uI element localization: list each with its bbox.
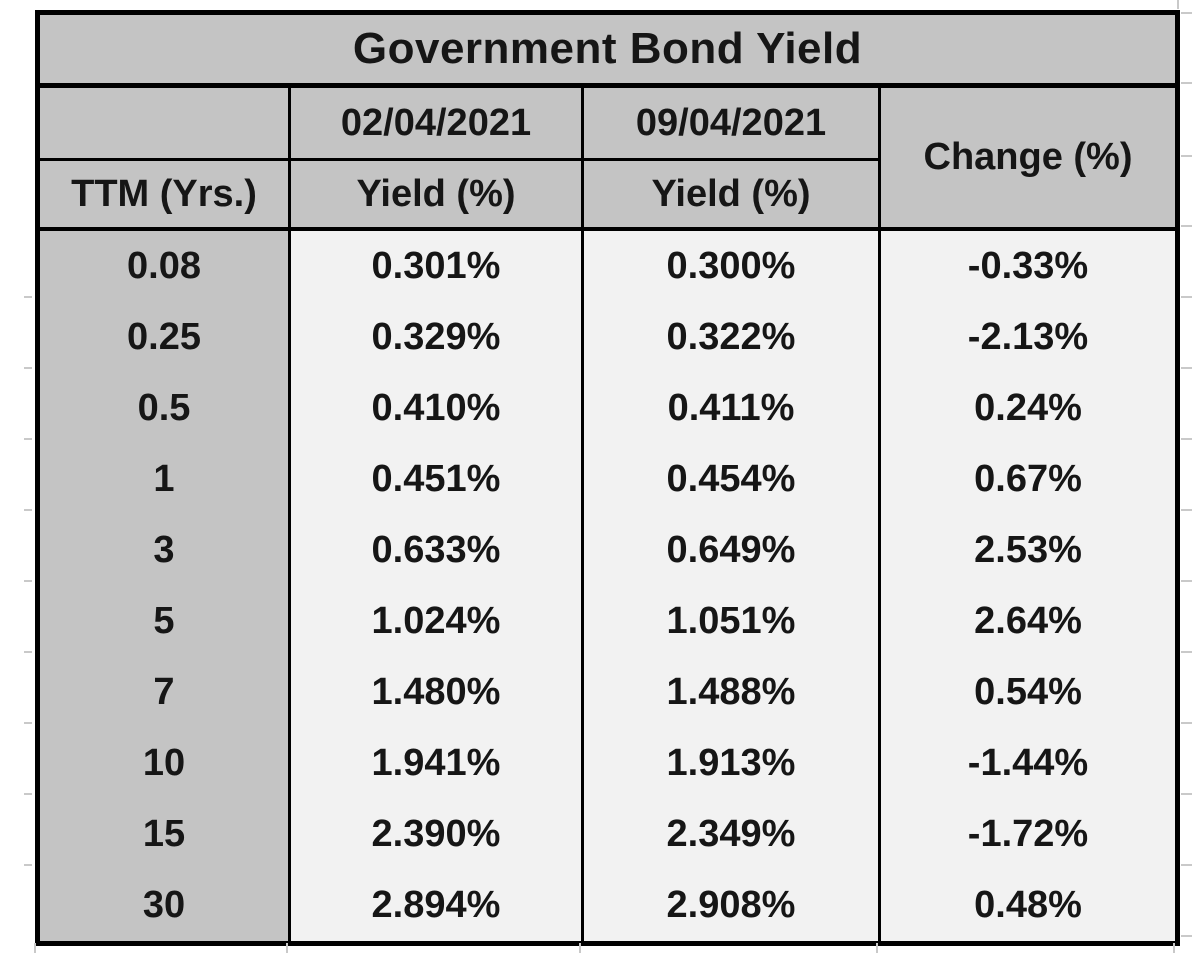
ttm-cell[interactable]: 30 bbox=[37, 870, 290, 944]
table-row: 15 2.390% 2.349% -1.72% bbox=[37, 799, 1178, 870]
gridline-stub bbox=[24, 580, 32, 582]
ttm-cell[interactable]: 1 bbox=[37, 444, 290, 515]
table-row: 0.08 0.301% 0.300% -0.33% bbox=[37, 229, 1178, 302]
yield2-cell[interactable]: 2.908% bbox=[581, 870, 880, 944]
yield2-cell[interactable]: 0.300% bbox=[581, 229, 880, 302]
ttm-cell[interactable]: 0.5 bbox=[37, 373, 290, 444]
change-cell[interactable]: 2.53% bbox=[878, 515, 1178, 586]
gridline-stub bbox=[286, 943, 288, 953]
header-change-cell[interactable]: Change (%) bbox=[878, 85, 1178, 231]
yield2-cell[interactable]: 1.488% bbox=[581, 657, 880, 728]
gridline-stub bbox=[1181, 155, 1192, 157]
header-row-dates: 02/04/2021 09/04/2021 Change (%) bbox=[37, 85, 1178, 231]
gridline-stub bbox=[24, 438, 32, 440]
change-cell[interactable]: -0.33% bbox=[878, 229, 1178, 302]
ttm-cell[interactable]: 0.25 bbox=[37, 302, 290, 373]
change-cell[interactable]: -1.44% bbox=[878, 728, 1178, 799]
gridline-stub bbox=[1181, 509, 1192, 511]
gridline-stub bbox=[579, 943, 581, 953]
header-date1-cell[interactable]: 02/04/2021 bbox=[288, 85, 583, 161]
table-row: 7 1.480% 1.488% 0.54% bbox=[37, 657, 1178, 728]
ttm-cell[interactable]: 7 bbox=[37, 657, 290, 728]
gridline-stub bbox=[24, 509, 32, 511]
change-cell[interactable]: 0.24% bbox=[878, 373, 1178, 444]
yield1-cell[interactable]: 2.390% bbox=[288, 799, 583, 870]
gridline-stub bbox=[24, 367, 32, 369]
gridline-stub bbox=[24, 722, 32, 724]
header-ttm-cell[interactable]: TTM (Yrs.) bbox=[37, 159, 290, 231]
yield2-cell[interactable]: 2.349% bbox=[581, 799, 880, 870]
gridline-stub bbox=[1181, 793, 1192, 795]
header-date2-cell[interactable]: 09/04/2021 bbox=[581, 85, 880, 161]
table-row: 3 0.633% 0.649% 2.53% bbox=[37, 515, 1178, 586]
gridline-stub bbox=[1181, 580, 1192, 582]
table-row: 5 1.024% 1.051% 2.64% bbox=[37, 586, 1178, 657]
gridline-stub bbox=[1181, 651, 1192, 653]
yield1-cell[interactable]: 1.941% bbox=[288, 728, 583, 799]
change-cell[interactable]: 0.48% bbox=[878, 870, 1178, 944]
header-yield1-cell[interactable]: Yield (%) bbox=[288, 159, 583, 231]
yield1-cell[interactable]: 0.301% bbox=[288, 229, 583, 302]
change-cell[interactable]: 2.64% bbox=[878, 586, 1178, 657]
yield1-cell[interactable]: 1.480% bbox=[288, 657, 583, 728]
yield2-cell[interactable]: 0.649% bbox=[581, 515, 880, 586]
gridline-stub bbox=[24, 651, 32, 653]
change-cell[interactable]: -1.72% bbox=[878, 799, 1178, 870]
gridline-stub bbox=[1181, 367, 1192, 369]
ttm-cell[interactable]: 15 bbox=[37, 799, 290, 870]
change-cell[interactable]: -2.13% bbox=[878, 302, 1178, 373]
table-title-cell[interactable]: Government Bond Yield bbox=[37, 12, 1178, 88]
yield1-cell[interactable]: 0.329% bbox=[288, 302, 583, 373]
table-row: 30 2.894% 2.908% 0.48% bbox=[37, 870, 1178, 944]
gridline-stub bbox=[1181, 722, 1192, 724]
yield2-cell[interactable]: 1.051% bbox=[581, 586, 880, 657]
table-row: 0.25 0.329% 0.322% -2.13% bbox=[37, 302, 1178, 373]
yield1-cell[interactable]: 2.894% bbox=[288, 870, 583, 944]
ttm-cell[interactable]: 0.08 bbox=[37, 229, 290, 302]
header-empty-cell[interactable] bbox=[37, 85, 290, 161]
table-row: 1 0.451% 0.454% 0.67% bbox=[37, 444, 1178, 515]
gridline-stub bbox=[1181, 12, 1192, 14]
gridline-stub bbox=[1181, 438, 1192, 440]
gridline-stub bbox=[1177, 0, 1179, 9]
ttm-cell[interactable]: 10 bbox=[37, 728, 290, 799]
yield2-cell[interactable]: 0.454% bbox=[581, 444, 880, 515]
gridline-stub bbox=[1181, 935, 1192, 937]
header-yield2-cell[interactable]: Yield (%) bbox=[581, 159, 880, 231]
yield2-cell[interactable]: 0.322% bbox=[581, 302, 880, 373]
gridline-stub bbox=[1181, 864, 1192, 866]
table-title-row: Government Bond Yield bbox=[37, 12, 1178, 88]
yield1-cell[interactable]: 0.410% bbox=[288, 373, 583, 444]
gridline-stub bbox=[1173, 943, 1175, 953]
gridline-stub bbox=[876, 943, 878, 953]
ttm-cell[interactable]: 5 bbox=[37, 586, 290, 657]
header-row-labels: TTM (Yrs.) Yield (%) Yield (%) bbox=[37, 159, 1178, 231]
gridline-stub bbox=[1181, 82, 1192, 84]
yield2-cell[interactable]: 0.411% bbox=[581, 373, 880, 444]
table-row: 10 1.941% 1.913% -1.44% bbox=[37, 728, 1178, 799]
gridline-stub bbox=[24, 296, 32, 298]
yield2-cell[interactable]: 1.913% bbox=[581, 728, 880, 799]
ttm-cell[interactable]: 3 bbox=[37, 515, 290, 586]
gridline-stub bbox=[24, 864, 32, 866]
change-cell[interactable]: 0.54% bbox=[878, 657, 1178, 728]
gridline-stub bbox=[1181, 296, 1192, 298]
yield1-cell[interactable]: 0.633% bbox=[288, 515, 583, 586]
government-bond-yield-table: Government Bond Yield 02/04/2021 09/04/2… bbox=[35, 10, 1180, 946]
table-row: 0.5 0.410% 0.411% 0.24% bbox=[37, 373, 1178, 444]
gridline-stub bbox=[24, 793, 32, 795]
gridline-stub bbox=[34, 943, 36, 953]
gridline-stub bbox=[1181, 225, 1192, 227]
yield1-cell[interactable]: 0.451% bbox=[288, 444, 583, 515]
yield1-cell[interactable]: 1.024% bbox=[288, 586, 583, 657]
change-cell[interactable]: 0.67% bbox=[878, 444, 1178, 515]
